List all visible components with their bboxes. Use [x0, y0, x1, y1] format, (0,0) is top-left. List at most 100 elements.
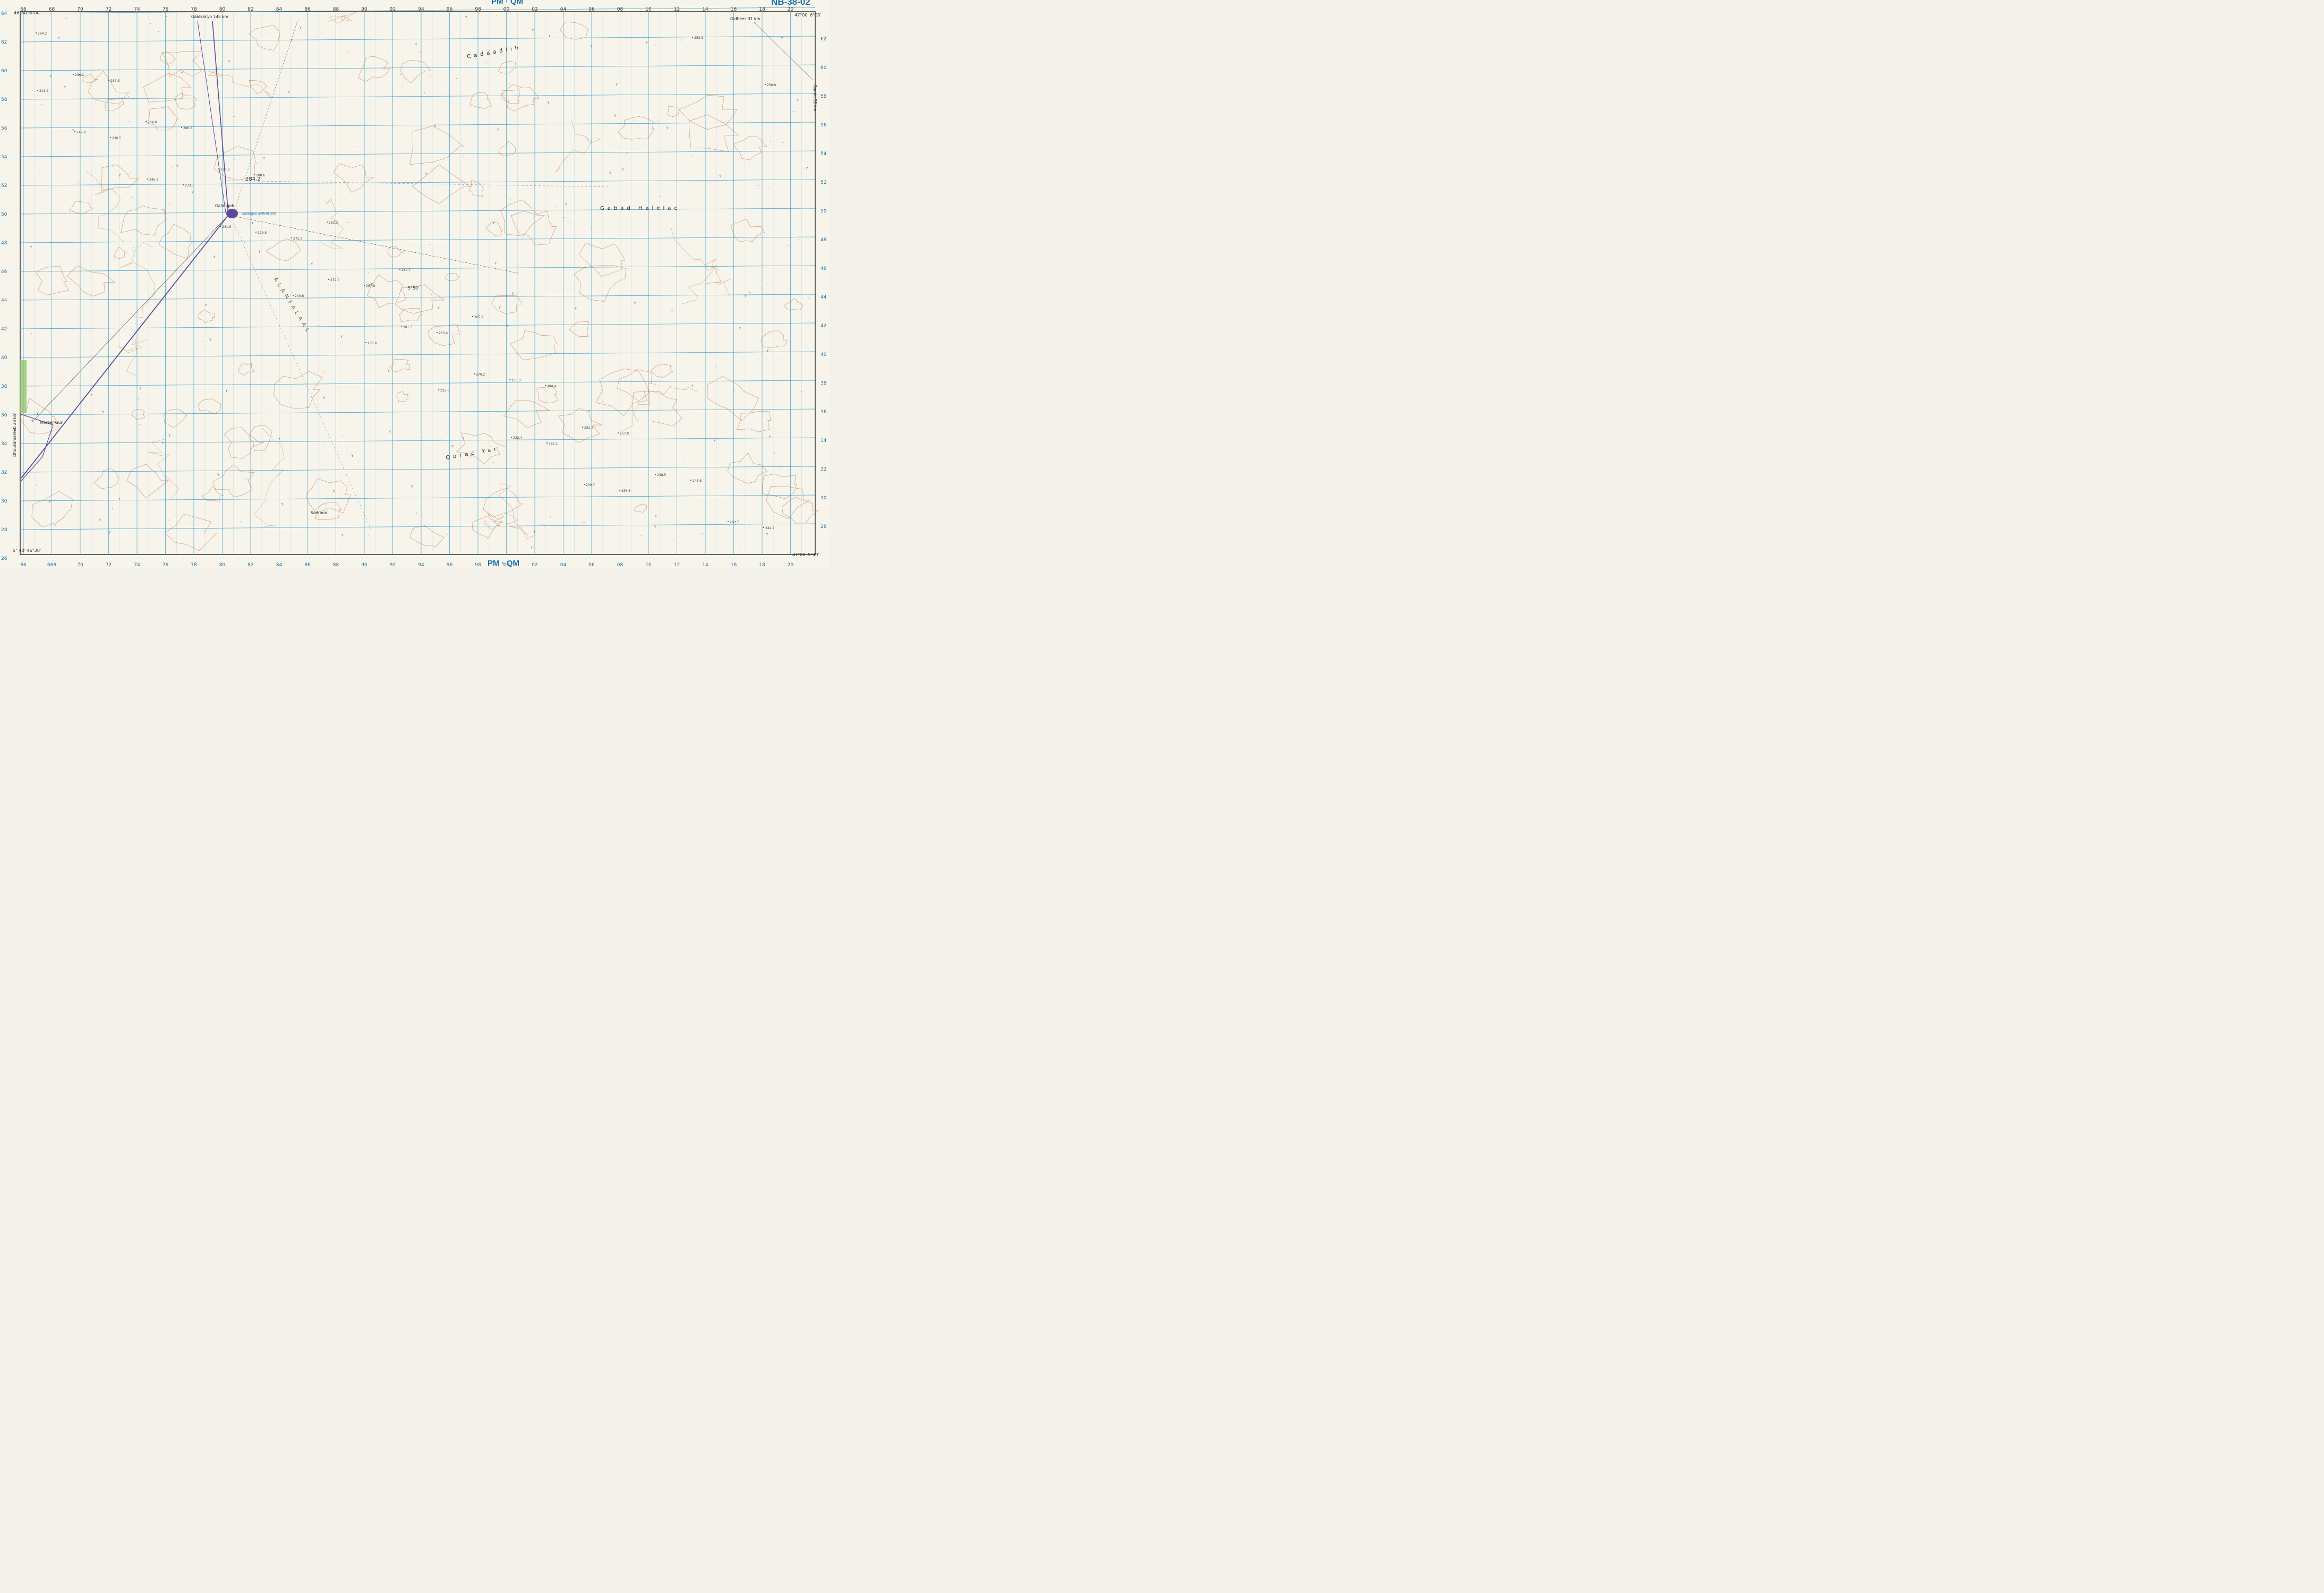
vegetation-symbol: ' [459, 339, 460, 343]
vegetation-symbol: ' [691, 156, 692, 160]
vegetation-symbol: .. [39, 171, 41, 175]
elevation-value: 269.7 [401, 268, 411, 272]
vegetation-symbol: Y [63, 86, 66, 89]
map-canvas[interactable]: 284.2 287.3 286.8 288.6 282.3 269.7 265.2 284.4… [0, 0, 830, 569]
elevation-value: 245.2 [149, 178, 158, 182]
vegetation-symbol: ' [774, 452, 775, 456]
vegetation-symbol: .. [631, 279, 633, 283]
vegetation-symbol: ' [416, 512, 417, 516]
vegetation-symbol: .. [169, 201, 172, 205]
contour-line [499, 141, 516, 157]
vegetation-symbol: ' [133, 247, 134, 251]
vegetation-symbol: Y [425, 173, 428, 176]
contour-line [558, 408, 602, 443]
grid-label-bottom: 88 [333, 563, 339, 568]
contour-line [159, 52, 176, 65]
vegetation-symbol: ' [500, 487, 501, 491]
vegetation-symbol: Y [497, 129, 499, 132]
elevation-value: 265.2 [474, 316, 483, 319]
vegetation-symbol: Y [781, 37, 783, 40]
contour-line [569, 321, 589, 337]
vegetation-symbol: Y [796, 98, 799, 102]
vegetation-symbol: ' [131, 197, 132, 200]
contour-line [198, 309, 215, 323]
grid-label-bottom: 08 [617, 563, 623, 568]
contour-line [409, 126, 464, 165]
contour-line [399, 308, 422, 322]
grid-label-left: 50 [1, 212, 7, 217]
vegetation-symbol: .. [294, 195, 296, 199]
vegetation-symbol: ' [800, 19, 801, 23]
vegetation-symbol: Y [766, 533, 768, 536]
vegetation-symbol: ' [681, 39, 682, 43]
vegetation-symbol: .. [354, 144, 356, 148]
contour-line [501, 84, 540, 112]
road-north [212, 21, 229, 216]
grid-label-bottom: 86 [304, 563, 311, 568]
elevation-dot [728, 521, 729, 522]
contour-line [707, 376, 759, 421]
map-frame [20, 11, 816, 555]
vegetation-symbol: Y [225, 389, 228, 393]
grid-label-right: 40 [821, 352, 827, 357]
vegetation-symbol: .. [368, 270, 370, 274]
contour-line [201, 486, 225, 501]
vegetation-symbol: Y [713, 439, 716, 442]
contour-line [321, 199, 345, 250]
vegetation-symbol: .. [419, 49, 421, 53]
vegetation-symbol: ' [190, 282, 191, 285]
elevation-value: 287.3 [110, 79, 119, 83]
vegetation-symbol: Y [340, 335, 343, 339]
contour-line [634, 504, 647, 513]
grid-label-left: 40 [1, 355, 7, 361]
vegetation-symbol: .. [634, 299, 636, 302]
contour-line [730, 218, 765, 242]
contour-line [19, 398, 59, 434]
vegetation-symbol: Y [98, 518, 101, 522]
grid-label-top: 12 [674, 7, 680, 12]
vegetation-symbol: ' [634, 120, 635, 123]
vegetation-symbol: .. [778, 465, 780, 468]
contour-line [82, 74, 98, 83]
vegetation-symbol: Y [414, 43, 417, 47]
track-se [233, 223, 372, 532]
grid-label-bottom: 14 [702, 563, 708, 568]
vegetation-symbol: .. [506, 64, 508, 67]
topographic-map[interactable]: 284.2 287.3 286.8 288.6 282.3 269.7 265.2 284.4… [0, 0, 830, 569]
vegetation-symbol: ' [78, 182, 79, 185]
contour-line [158, 224, 193, 259]
grid-label-bottom: 02 [532, 563, 537, 568]
vegetation-symbol: ' [234, 159, 235, 163]
contour-line [620, 385, 698, 433]
elevation-dot [364, 285, 365, 286]
vegetation-patch [20, 360, 27, 413]
grid-label-bottom: 04 [560, 563, 567, 568]
vegetation-symbol: Y [766, 349, 769, 353]
elevation-dot [220, 226, 221, 227]
grid-label-right: 32 [821, 467, 826, 472]
road-mareer [21, 414, 54, 481]
vegetation-symbol: ' [511, 39, 512, 42]
grid-label-left: 28 [1, 527, 7, 533]
grid-label-bottom: 76 [163, 563, 169, 568]
town-galdogob[interactable] [226, 209, 238, 218]
grid-label-right: 52 [821, 180, 826, 185]
grid-line-h [20, 265, 816, 272]
elevation-value: 236.2 [75, 73, 84, 77]
vegetation-symbol: ' [652, 501, 653, 505]
elevation-value: 282.3 [329, 221, 338, 225]
vegetation-symbol: ' [129, 121, 130, 125]
vegetation-symbol: .. [767, 185, 770, 189]
vegetation-symbol: ' [689, 266, 690, 270]
contour-line [105, 98, 124, 112]
elevation-value: 258.6 [621, 489, 630, 493]
vegetation-symbol: Y [530, 546, 533, 550]
vegetation-symbol: ' [657, 120, 659, 124]
vegetation-symbol: .. [795, 472, 797, 476]
elevation-value: 236.5 [112, 137, 121, 140]
grid-label-left: 62 [1, 40, 7, 45]
vegetation-symbol: Y [645, 41, 648, 45]
elevation-dot [147, 178, 148, 180]
grid-label-right: 36 [821, 410, 827, 415]
grid-line-h [20, 408, 816, 415]
